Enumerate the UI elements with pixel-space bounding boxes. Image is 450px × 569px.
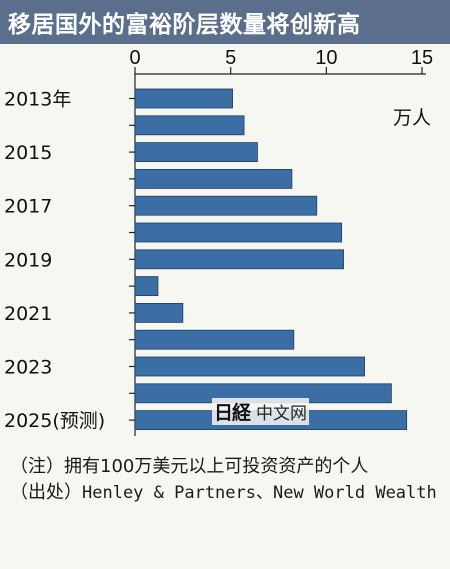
bar: [134, 276, 159, 297]
chart-title: 移居国外的富裕阶层数量将创新高: [8, 12, 361, 38]
x-tick-label: 5: [225, 47, 236, 69]
x-tick-label: 0: [129, 47, 140, 69]
bar: [134, 88, 233, 109]
watermark-text: 中文网: [256, 404, 308, 424]
x-tick-label: 15: [411, 47, 433, 69]
note-row: （注） 拥有100万美元以上可投资资产的个人: [10, 454, 442, 480]
bar: [134, 142, 258, 162]
source-row: （出处） Henley & Partners、New World Wealth: [10, 480, 442, 506]
bar: [134, 169, 293, 189]
category-label: 2021: [4, 303, 52, 325]
nikkei-logo: 日経: [214, 402, 251, 424]
bar: [134, 249, 344, 270]
bar: [134, 302, 184, 323]
note-label: （注）: [10, 456, 64, 477]
category-label: 2019: [4, 249, 52, 271]
category-label: 2023: [4, 357, 52, 379]
notes: （注） 拥有100万美元以上可投资资产的个人 （出处） Henley & Par…: [10, 454, 442, 506]
bar: [134, 356, 366, 377]
category-label: 2025(预测): [4, 410, 105, 432]
bar: [134, 195, 318, 216]
source-label: （出处）: [10, 482, 82, 503]
bar: [134, 329, 295, 350]
unit-label: 万人: [393, 107, 431, 129]
header-banner: 移居国外的富裕阶层数量将创新高: [0, 0, 450, 44]
bar: [134, 115, 245, 136]
category-label: 2013年: [4, 89, 71, 111]
bar-chart: 0 5 10 15 万人 2013年 2015 2017 2019 2021 2023 2025(预测…: [4, 47, 433, 436]
source-text: Henley & Partners、New World Wealth: [82, 483, 437, 503]
bar: [134, 222, 343, 243]
note-text: 拥有100万美元以上可投资资产的个人: [64, 456, 369, 477]
category-label: 2015: [4, 142, 52, 164]
category-label: 2017: [4, 196, 52, 218]
watermark: 日経 中文网: [212, 398, 310, 425]
x-tick-label: 10: [315, 47, 337, 69]
